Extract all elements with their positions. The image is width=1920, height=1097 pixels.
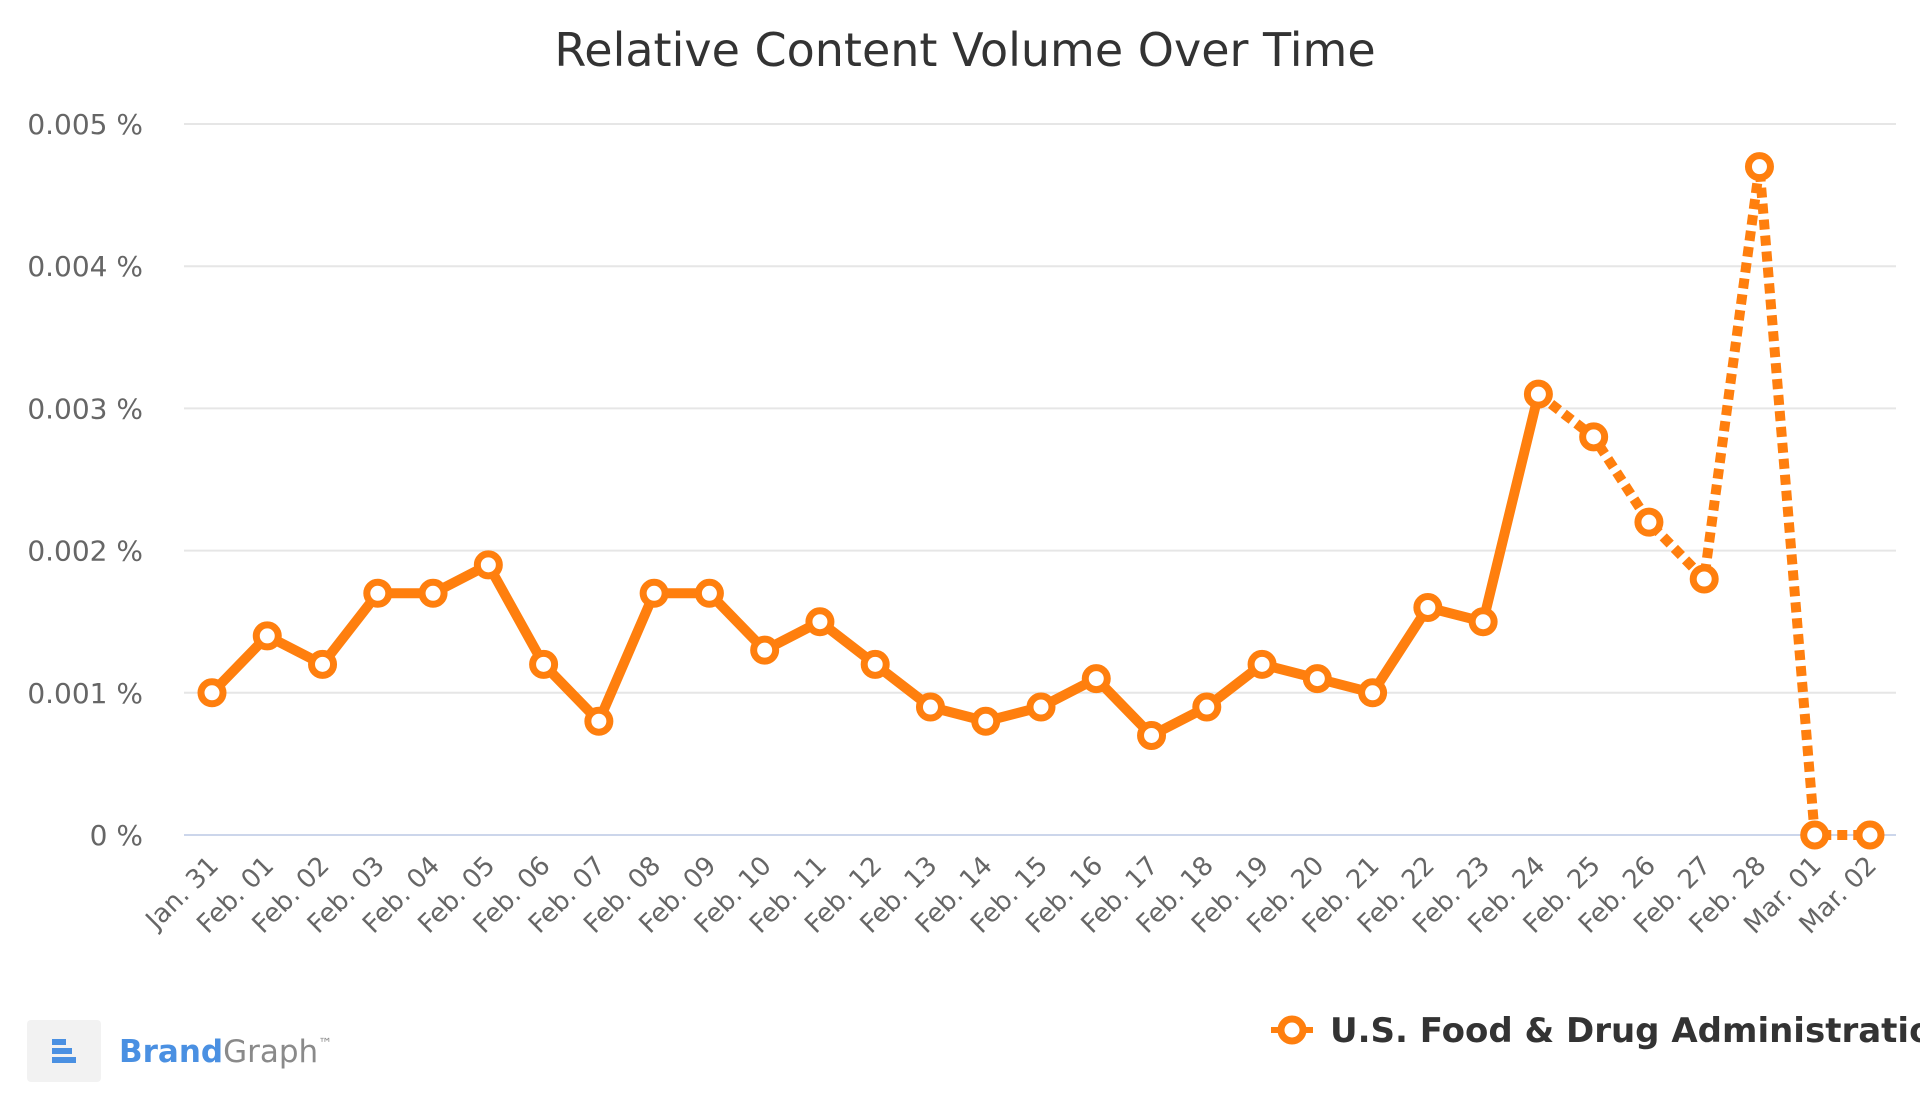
brandgraph-wordmark: BrandGraph™ [119, 1034, 332, 1070]
data-point[interactable] [750, 635, 780, 665]
data-point[interactable] [805, 607, 835, 637]
brandgraph-logo: BrandGraph™ [27, 1020, 332, 1082]
data-point[interactable] [1026, 692, 1056, 722]
data-point[interactable] [1358, 678, 1388, 708]
data-point[interactable] [529, 649, 559, 679]
data-point[interactable] [1137, 720, 1167, 750]
chart-title: Relative Content Volume Over Time [554, 23, 1375, 77]
series-line-solid [208, 392, 1544, 741]
data-point[interactable] [1800, 820, 1830, 850]
data-point[interactable] [694, 578, 724, 608]
y-tick-label: 0.002 % [27, 535, 143, 568]
data-point[interactable] [1579, 422, 1609, 452]
data-point[interactable] [252, 621, 282, 651]
data-point[interactable] [1192, 692, 1222, 722]
data-point[interactable] [1744, 152, 1774, 182]
grid-lines [184, 123, 1896, 836]
data-point[interactable] [1523, 379, 1553, 409]
data-point[interactable] [971, 706, 1001, 736]
data-point[interactable] [1855, 820, 1885, 850]
brand-wordmark-graph: Graph [223, 1034, 318, 1070]
data-point[interactable] [584, 706, 614, 736]
series-points [197, 152, 1885, 850]
data-point[interactable] [473, 550, 503, 580]
y-axis-tick-labels: 0 % 0.001 % 0.002 % 0.003 % 0.004 % 0.005 % [27, 108, 143, 852]
data-point[interactable] [1413, 592, 1443, 622]
data-point[interactable] [860, 649, 890, 679]
legend-series-label: U.S. Food & Drug Administration [1330, 1011, 1920, 1051]
data-point[interactable] [1302, 664, 1332, 694]
legend[interactable]: U.S. Food & Drug Administration [1271, 1011, 1920, 1051]
data-point[interactable] [639, 578, 669, 608]
legend-series-marker [1277, 1015, 1307, 1045]
y-tick-label: 0.003 % [27, 392, 143, 425]
data-point[interactable] [1634, 507, 1664, 537]
data-point[interactable] [363, 578, 393, 608]
y-tick-label: 0.005 % [27, 108, 143, 141]
data-point[interactable] [915, 692, 945, 722]
data-point[interactable] [1468, 607, 1498, 637]
data-point[interactable] [418, 578, 448, 608]
y-tick-label: 0.004 % [27, 250, 143, 283]
brand-wordmark-brand: Brand [119, 1034, 223, 1070]
y-tick-label: 0.001 % [27, 677, 143, 710]
data-point[interactable] [197, 678, 227, 708]
y-tick-label: 0 % [90, 819, 143, 852]
data-point[interactable] [308, 649, 338, 679]
brand-trademark: ™ [318, 1036, 332, 1052]
brandgraph-logo-icon [27, 1020, 101, 1082]
data-point[interactable] [1081, 664, 1111, 694]
data-point[interactable] [1247, 649, 1277, 679]
data-point[interactable] [1689, 564, 1719, 594]
